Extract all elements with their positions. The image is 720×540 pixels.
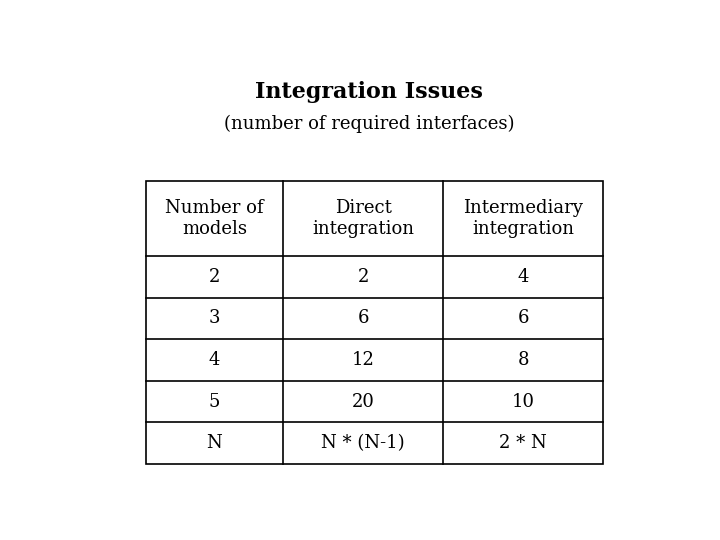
Text: Intermediary
integration: Intermediary integration <box>464 199 583 238</box>
Text: 6: 6 <box>518 309 529 327</box>
Text: (number of required interfaces): (number of required interfaces) <box>224 114 514 133</box>
Text: 2: 2 <box>209 268 220 286</box>
Text: 4: 4 <box>209 351 220 369</box>
Text: Integration Issues: Integration Issues <box>255 82 483 104</box>
Text: 6: 6 <box>357 309 369 327</box>
Text: 12: 12 <box>351 351 374 369</box>
Text: Number of
models: Number of models <box>165 199 264 238</box>
Text: N * (N-1): N * (N-1) <box>321 434 405 452</box>
Text: 8: 8 <box>518 351 529 369</box>
Text: 5: 5 <box>209 393 220 410</box>
Text: 4: 4 <box>518 268 529 286</box>
Text: 20: 20 <box>351 393 374 410</box>
Text: 3: 3 <box>209 309 220 327</box>
Text: Direct
integration: Direct integration <box>312 199 414 238</box>
Text: N: N <box>207 434 222 452</box>
Text: 2: 2 <box>357 268 369 286</box>
Text: 2 * N: 2 * N <box>500 434 547 452</box>
Text: 10: 10 <box>512 393 535 410</box>
